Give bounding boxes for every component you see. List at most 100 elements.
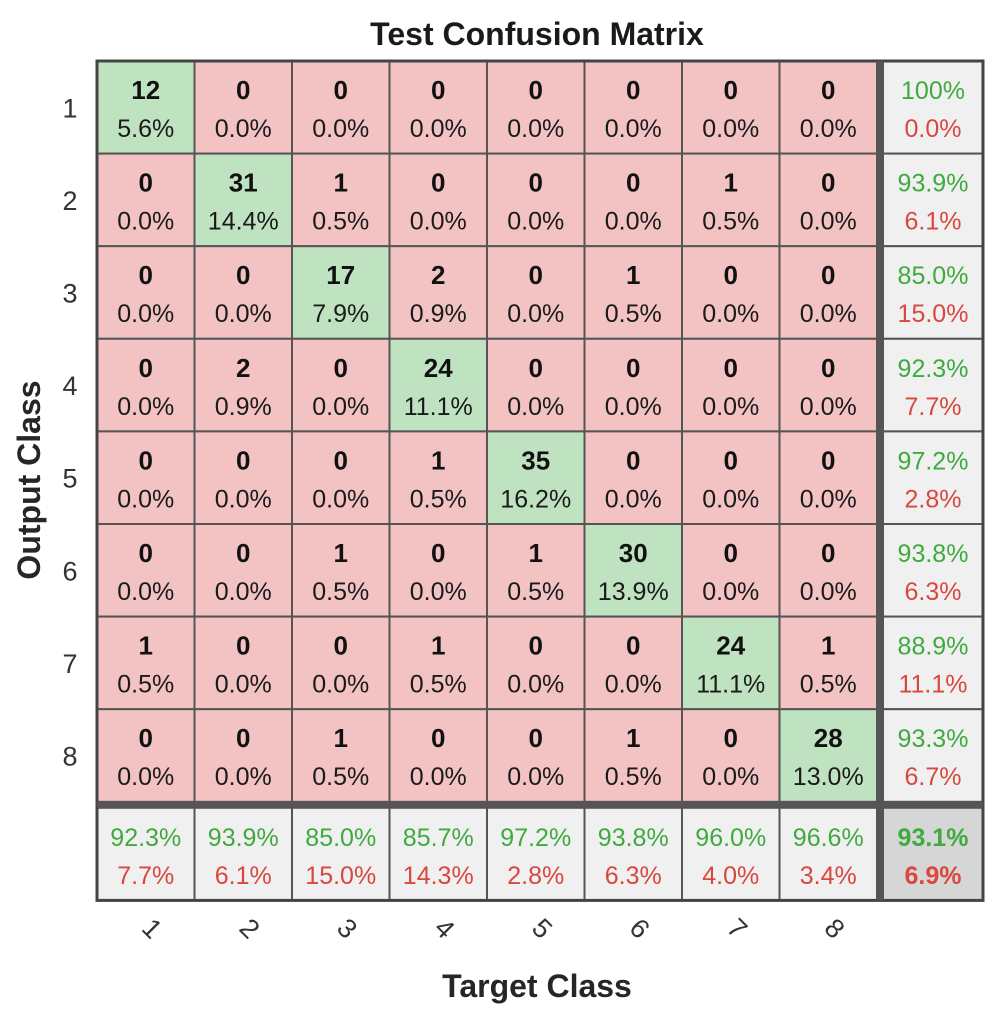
cell-percent: 0.0% (507, 393, 564, 421)
cell-count: 35 (521, 445, 550, 475)
off-diagonal-cell-bg (291, 523, 391, 618)
matrix-cell: 0 0.0% (778, 337, 878, 433)
summary-cell-bg (882, 245, 984, 340)
diagonal-cell-bg (583, 523, 683, 618)
cell-percent: 0.0% (800, 208, 857, 236)
matrix-cell: 0 0.0% (583, 152, 683, 248)
summary-cell-bg (882, 337, 984, 433)
matrix-cell: 0 0.0% (193, 615, 293, 711)
cell-count: 0 (334, 353, 348, 383)
cell-percent: 7.9% (312, 300, 369, 328)
x-tick-label: 1 (136, 913, 168, 945)
off-diagonal-cell-bg (486, 523, 586, 618)
matrix-cell: 0 0.0% (778, 523, 878, 618)
summary-column-separator (877, 61, 883, 901)
off-diagonal-cell-bg (681, 430, 781, 525)
cell-count: 1 (529, 538, 543, 568)
cell-count: 1 (431, 631, 445, 661)
matrix-cell: 0 0.0% (193, 245, 293, 340)
cell-count: 1 (626, 260, 640, 290)
column-error-percent: 6.3% (605, 862, 662, 890)
cell-percent: 0.0% (410, 115, 467, 143)
diagonal-cell-bg (681, 615, 781, 711)
cell-count: 0 (529, 631, 543, 661)
matrix-cell: 0 0.0% (291, 430, 391, 525)
matrix-cell: 1 0.5% (291, 152, 391, 248)
cell-percent: 11.1% (696, 671, 765, 699)
column-correct-percent: 93.9% (208, 824, 279, 852)
cell-percent: 0.0% (605, 393, 662, 421)
cell-count: 0 (821, 445, 835, 475)
cell-count: 0 (626, 75, 640, 105)
cell-percent: 0.0% (312, 485, 369, 513)
cell-count: 2 (236, 353, 250, 383)
matrix-cell: 2 0.9% (388, 245, 488, 340)
cell-percent: 0.0% (312, 115, 369, 143)
cell-percent: 0.0% (702, 115, 759, 143)
off-diagonal-cell-bg (291, 615, 391, 711)
cell-count: 0 (334, 631, 348, 661)
cell-count: 2 (431, 260, 445, 290)
column-correct-percent: 96.6% (793, 824, 864, 852)
cell-count: 1 (334, 168, 348, 198)
x-axis-label: Target Class (442, 968, 632, 1004)
matrix-cell: 0 0.0% (778, 245, 878, 340)
cell-count: 0 (236, 260, 250, 290)
off-diagonal-cell-bg (291, 337, 391, 433)
column-summary-cell: 85.0% 15.0% (291, 806, 391, 902)
cell-count: 1 (139, 631, 153, 661)
cell-percent: 0.0% (507, 300, 564, 328)
cell-count: 0 (431, 168, 445, 198)
cell-percent: 0.5% (312, 763, 369, 791)
matrix-cell: 24 11.1% (681, 615, 781, 711)
row-correct-percent: 93.8% (898, 540, 969, 568)
matrix-cell: 1 0.5% (486, 523, 586, 618)
matrix-cell: 0 0.0% (486, 708, 586, 803)
summary-cell-bg (388, 806, 488, 902)
cell-count: 0 (236, 75, 250, 105)
summary-cell-bg (882, 152, 984, 248)
cell-count: 1 (821, 631, 835, 661)
cell-count: 24 (424, 353, 453, 383)
off-diagonal-cell-bg (778, 615, 878, 711)
off-diagonal-cell-bg (193, 245, 293, 340)
row-error-percent: 11.1% (898, 671, 967, 699)
matrix-cell: 2 0.9% (193, 337, 293, 433)
cell-percent: 0.0% (507, 763, 564, 791)
off-diagonal-cell-bg (96, 615, 196, 711)
y-tick-label: 2 (62, 186, 77, 216)
x-tick-label: 8 (819, 913, 851, 945)
overall-accuracy-cell: 93.1% 6.9% (882, 806, 984, 902)
cell-percent: 0.0% (702, 485, 759, 513)
off-diagonal-cell-bg (193, 523, 293, 618)
summary-cell-bg (486, 806, 586, 902)
row-summary-cell: 92.3% 7.7% (882, 337, 984, 433)
cell-percent: 0.0% (800, 393, 857, 421)
cell-percent: 0.5% (312, 578, 369, 606)
cell-count: 0 (236, 538, 250, 568)
row-correct-percent: 97.2% (898, 447, 969, 475)
row-correct-percent: 85.0% (898, 262, 969, 290)
cell-percent: 0.0% (117, 393, 174, 421)
off-diagonal-cell-bg (778, 430, 878, 525)
cell-percent: 0.0% (410, 208, 467, 236)
cell-count: 1 (724, 168, 738, 198)
cell-percent: 0.0% (605, 208, 662, 236)
cell-percent: 0.0% (117, 763, 174, 791)
matrix-cell: 0 0.0% (96, 430, 196, 525)
matrix-cell: 0 0.0% (193, 430, 293, 525)
y-tick-label: 8 (62, 742, 77, 772)
cell-percent: 0.5% (312, 208, 369, 236)
diagonal-cell-bg (291, 245, 391, 340)
y-tick-label: 5 (62, 464, 77, 494)
summary-cell-bg (882, 708, 984, 803)
column-summary-cell: 96.0% 4.0% (681, 806, 781, 902)
column-error-percent: 3.4% (800, 862, 857, 890)
matrix-cell: 0 0.0% (681, 245, 781, 340)
column-summary-cell: 97.2% 2.8% (486, 806, 586, 902)
matrix-cell: 0 0.0% (96, 245, 196, 340)
cell-percent: 0.0% (702, 578, 759, 606)
summary-row-separator (97, 801, 983, 808)
row-error-percent: 15.0% (898, 300, 969, 328)
cell-percent: 0.5% (117, 671, 174, 699)
